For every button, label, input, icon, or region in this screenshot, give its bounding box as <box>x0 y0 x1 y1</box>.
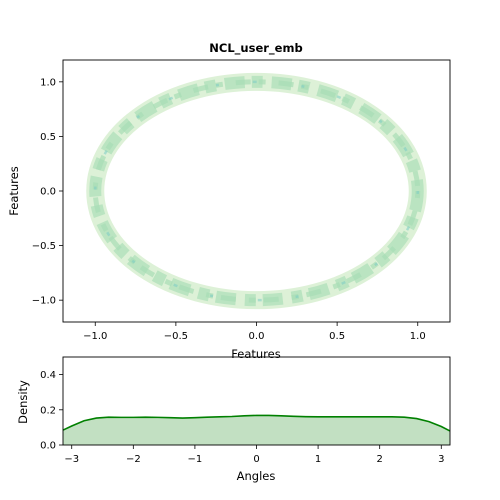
density-area <box>63 415 450 445</box>
x-tick-label: 2 <box>376 454 382 465</box>
density-y-axis-label: Density <box>16 380 30 424</box>
x-tick-label: −1.0 <box>83 331 107 342</box>
ring-core-contour <box>94 80 419 302</box>
x-tick-label: −1 <box>188 454 203 465</box>
embedding-y-axis-label: Features <box>7 166 21 215</box>
y-tick-label: 0.5 <box>40 132 56 143</box>
density-x-axis-label: Angles <box>237 469 276 483</box>
x-tick-label: 1 <box>315 454 321 465</box>
y-tick-label: 0.2 <box>40 405 56 416</box>
embedding-plot-frame <box>62 59 451 323</box>
y-tick-label: 0.0 <box>40 441 56 452</box>
y-tick-label: 0.4 <box>40 370 56 381</box>
embedding-plot-title: NCL_user_emb <box>209 41 302 56</box>
density-x-ticks: −3 −2 −1 0 1 2 3 <box>64 445 444 465</box>
x-tick-label: 3 <box>438 454 444 465</box>
density-line <box>62 414 451 432</box>
x-tick-label: −0.5 <box>164 331 188 342</box>
embedding-y-ticks: −1.0 −0.5 0.0 0.5 1.0 <box>32 77 63 307</box>
embedding-x-ticks: −1.0 −0.5 0.0 0.5 1.0 <box>83 322 426 342</box>
x-tick-label: 0.0 <box>249 331 265 342</box>
x-tick-label: 1.0 <box>410 331 426 342</box>
x-tick-label: −3 <box>64 454 79 465</box>
embedding-ring <box>86 72 427 310</box>
angle-density-plot: −3 −2 −1 0 1 2 3 0.0 0.2 0.4 Angles Density <box>16 356 451 483</box>
x-tick-label: 0.5 <box>329 331 345 342</box>
y-tick-label: −1.0 <box>32 296 56 307</box>
embedding-x-axis-label: Features <box>231 347 280 361</box>
x-tick-label: −2 <box>126 454 141 465</box>
y-tick-label: 0.0 <box>40 187 56 198</box>
y-tick-label: 1.0 <box>40 77 56 88</box>
density-y-ticks: 0.0 0.2 0.4 <box>40 370 63 452</box>
embedding-plot: NCL_user_emb −1.0 −0.5 0.0 0.5 1.0 −1.0 −0.5 0… <box>7 41 451 361</box>
x-tick-label: 0 <box>253 454 259 465</box>
y-tick-label: −0.5 <box>32 241 56 252</box>
